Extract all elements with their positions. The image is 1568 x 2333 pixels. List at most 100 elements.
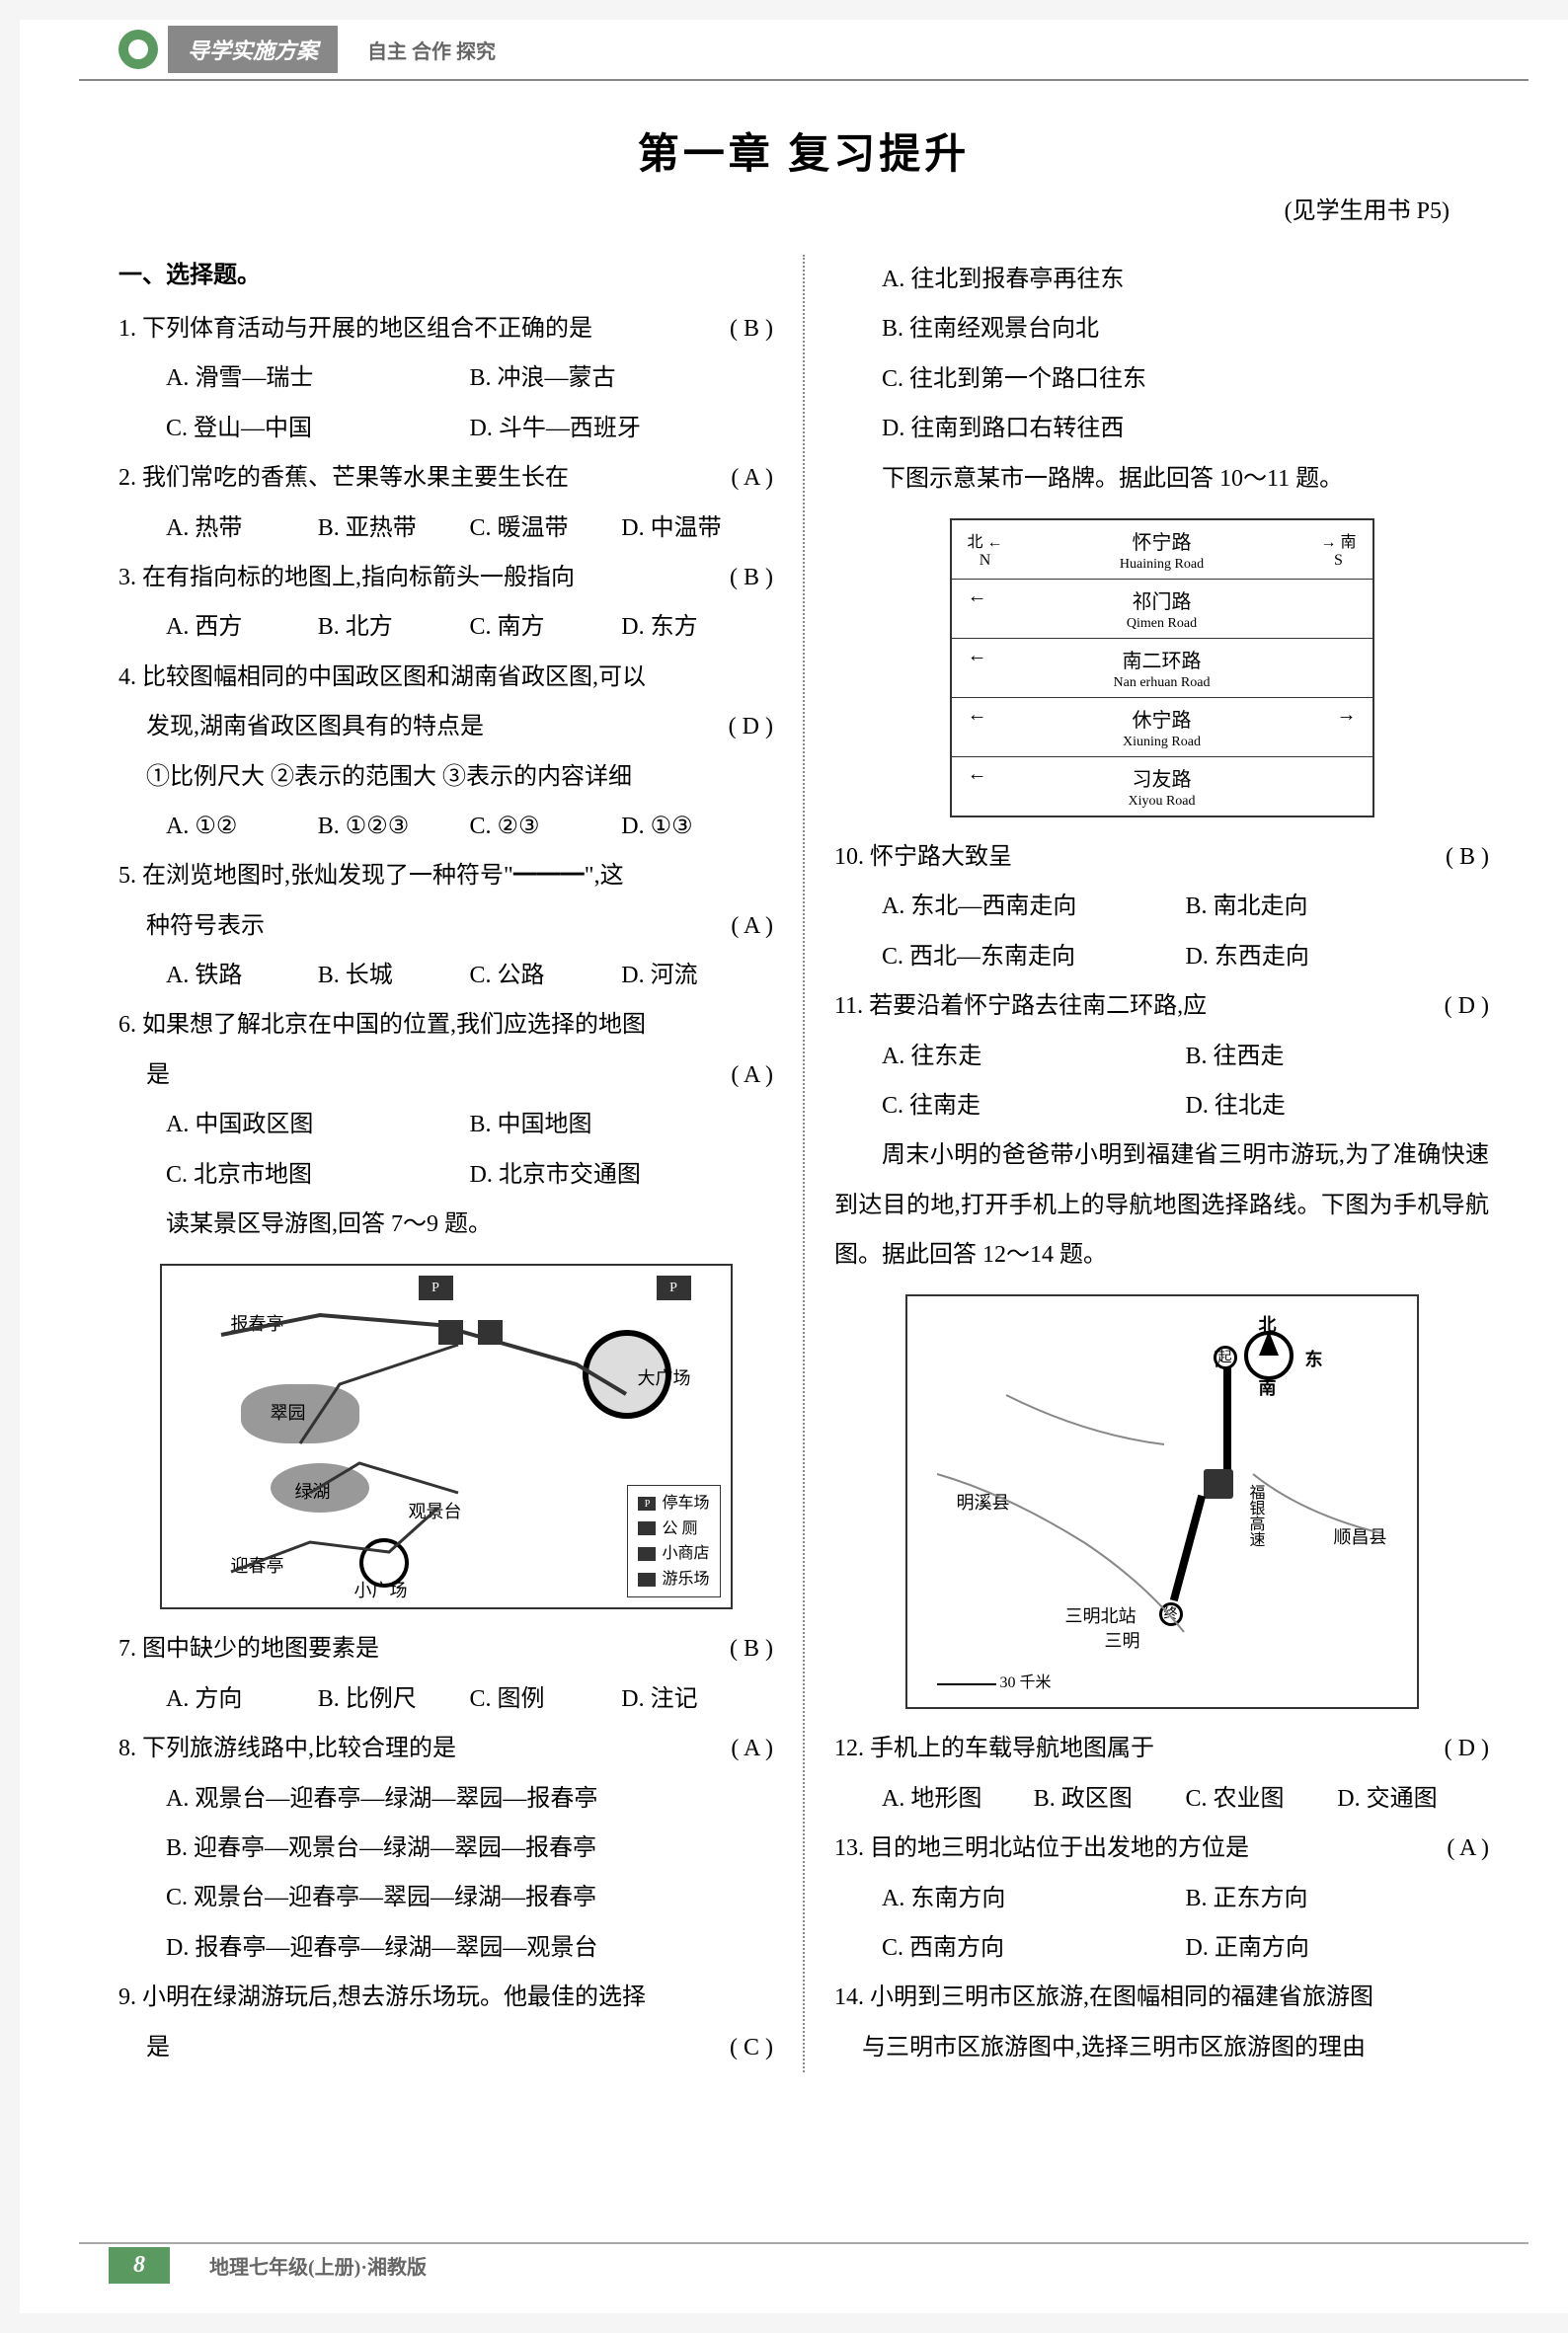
start-marker: 起 (1214, 1346, 1237, 1369)
q2-options: A. 热带 B. 亚热带 C. 暖温带 D. 中温带 (118, 504, 773, 553)
q11-answer: ( D ) (1445, 981, 1489, 1031)
question-5-line1: 5. 在浏览地图时,张灿发现了一种符号"━━━",这 (118, 851, 773, 900)
xiuning-cn: 休宁路 (1133, 710, 1192, 732)
q5-line2-text: 种符号表示 (146, 901, 265, 951)
q7-optA: A. 方向 (166, 1674, 318, 1724)
q9-line2-text: 是 (146, 2023, 170, 2072)
q13-optD: D. 正南方向 (1186, 1923, 1490, 1973)
legend-toilet-text: 公 厕 (662, 1516, 697, 1542)
nanerhuan-arrow-icon: ← (968, 645, 987, 667)
question-6-line1: 6. 如果想了解北京在中国的位置,我们应选择的地图 (118, 1000, 773, 1050)
s-label: S (1334, 552, 1343, 569)
section-header: 一、选择题。 (118, 255, 773, 289)
road-row-qimen: ← 祁门路 Qimen Road (952, 580, 1372, 639)
question-9-line1: 9. 小明在绿湖游玩后,想去游乐场玩。他最佳的选择 (118, 1973, 773, 2022)
q11-optB: B. 往西走 (1186, 1032, 1490, 1081)
q13-optB: B. 正东方向 (1186, 1874, 1490, 1923)
page-container: 导学实施方案 自主 合作 探究 第一章 复习提升 (见学生用书 P5) 一、选择… (20, 20, 1568, 2313)
footer-divider (79, 2242, 1529, 2244)
parking-icon-2: P (657, 1276, 691, 1300)
q12-answer: ( D ) (1445, 1724, 1489, 1773)
q4-line2-text: 发现,湖南省政区图具有的特点是 (146, 702, 484, 751)
header-bar: 导学实施方案 自主 合作 探究 (20, 20, 1568, 79)
intro-12-14: 周末小明的爸爸带小明到福建省三明市游玩,为了准确快速到达目的地,打开手机上的导航… (834, 1130, 1489, 1280)
q9-optB: B. 往南经观景台向北 (834, 304, 1489, 353)
label-cuiyuan: 翠园 (271, 1399, 306, 1425)
sanming-label: 三明 (1105, 1627, 1140, 1653)
label-baochun: 报春亭 (231, 1310, 284, 1336)
building-icon-2 (478, 1320, 503, 1345)
huaining-cn: 怀宁路 (1133, 532, 1192, 554)
route-segment-3 (1169, 1495, 1205, 1601)
q6-options-row1: A. 中国政区图 B. 中国地图 (118, 1100, 773, 1149)
intro-7-9: 读某景区导游图,回答 7～9 题。 (118, 1200, 773, 1249)
q6-answer: ( A ) (731, 1050, 773, 1100)
scale-text: 30 千米 (1000, 1674, 1052, 1691)
two-column-layout: 一、选择题。 1. 下列体育活动与开展的地区组合不正确的是 ( B ) A. 滑… (118, 255, 1489, 2072)
question-4-line3: ①比例尺大 ②表示的范围大 ③表示的内容详细 (118, 752, 773, 802)
q7-optC: C. 图例 (470, 1674, 622, 1724)
question-10: 10. 怀宁路大致呈 ( B ) (834, 832, 1489, 882)
q1-optD: D. 斗牛—西班牙 (470, 404, 774, 453)
question-4-line1: 4. 比较图幅相同的中国政区图和湖南省政区图,可以 (118, 653, 773, 702)
page-footer: 8 地理七年级(上册)·湘教版 (109, 2247, 427, 2284)
question-7: 7. 图中缺少的地图要素是 ( B ) (118, 1624, 773, 1673)
footer-text: 地理七年级(上册)·湘教版 (209, 2251, 427, 2280)
q1-answer: ( B ) (730, 304, 773, 353)
book-logo-icon (118, 30, 158, 69)
question-13: 13. 目的地三明北站位于出发地的方位是 ( A ) (834, 1824, 1489, 1873)
q4-optD: D. ①③ (621, 802, 773, 851)
legend-toilet: 公 厕 (638, 1516, 709, 1542)
toilet-legend-icon (638, 1521, 656, 1535)
intro-10-11: 下图示意某市一路牌。据此回答 10～11 题。 (834, 454, 1489, 504)
label-guanjing: 观景台 (409, 1498, 462, 1523)
q10-optD: D. 东西走向 (1186, 932, 1490, 981)
question-14-line1: 14. 小明到三明市区旅游,在图幅相同的福建省旅游图 (834, 1973, 1489, 2022)
q6-line2-text: 是 (146, 1050, 170, 1100)
q8-optC: C. 观景台—迎春亭—翠园—绿湖—报春亭 (118, 1873, 773, 1922)
legend-shop: 小商店 (638, 1541, 709, 1567)
q9-optC: C. 往北到第一个路口往东 (834, 354, 1489, 404)
legend-shop-text: 小商店 (662, 1541, 709, 1567)
q7-options: A. 方向 B. 比例尺 C. 图例 D. 注记 (118, 1674, 773, 1724)
q5-optD: D. 河流 (621, 951, 773, 1000)
north-arrow: 北 ←N (968, 528, 1003, 570)
south-arrow: → 南S (1320, 528, 1356, 570)
q10-options-row2: C. 西北—东南走向 D. 东西走向 (834, 932, 1489, 981)
q1-optB: B. 冲浪—蒙古 (470, 353, 774, 403)
huaining-center: 怀宁路Huaining Road (1120, 526, 1204, 573)
sanming-north-label: 三明北站 (1065, 1602, 1137, 1628)
q2-optB: B. 亚热带 (318, 504, 470, 553)
south-label: → 南 (1320, 534, 1356, 551)
q12-options: A. 地形图 B. 政区图 C. 农业图 D. 交通图 (834, 1774, 1489, 1824)
qimen-cn: 祁门路 (1133, 591, 1192, 613)
q6-optD: D. 北京市交通图 (470, 1150, 774, 1200)
compass-east: 东 (1305, 1346, 1323, 1371)
q3-optC: C. 南方 (470, 602, 622, 652)
label-dasquare: 大广场 (638, 1364, 691, 1390)
q13-optA: A. 东南方向 (882, 1874, 1186, 1923)
q8-optB: B. 迎春亭—观景台—绿湖—翠园—报春亭 (118, 1824, 773, 1873)
q2-text: 2. 我们常吃的香蕉、芒果等水果主要生长在 (118, 453, 569, 503)
header-title: 导学实施方案 (168, 26, 338, 73)
q6-optC: C. 北京市地图 (166, 1150, 470, 1200)
nanerhuan-en: Nan erhuan Road (1114, 675, 1211, 690)
q4-optC: C. ②③ (470, 802, 622, 851)
question-14-line2: 与三明市区旅游图中,选择三明市区旅游图的理由 (834, 2023, 1489, 2072)
page-number: 8 (109, 2247, 170, 2284)
label-yingchun: 迎春亭 (231, 1552, 284, 1578)
legend-playground: 游乐场 (638, 1567, 709, 1593)
q11-optC: C. 往南走 (882, 1081, 1186, 1130)
q6-optA: A. 中国政区图 (166, 1100, 470, 1149)
question-5-line2: 种符号表示 ( A ) (118, 901, 773, 951)
q5-options: A. 铁路 B. 长城 C. 公路 D. 河流 (118, 951, 773, 1000)
end-marker: 终 (1159, 1602, 1183, 1626)
scale-bar: 30 千米 (937, 1669, 1052, 1692)
label-xiaosquare: 小广场 (354, 1577, 408, 1602)
q12-text: 12. 手机上的车载导航地图属于 (834, 1724, 1154, 1773)
qimen-en: Qimen Road (1127, 616, 1197, 631)
mingxi-label: 明溪县 (957, 1489, 1010, 1515)
q3-optD: D. 东方 (621, 602, 773, 652)
q11-text: 11. 若要沿着怀宁路去往南二环路,应 (834, 981, 1207, 1031)
road-row-xiuning: ← 休宁路 Xiuning Road → (952, 698, 1372, 757)
